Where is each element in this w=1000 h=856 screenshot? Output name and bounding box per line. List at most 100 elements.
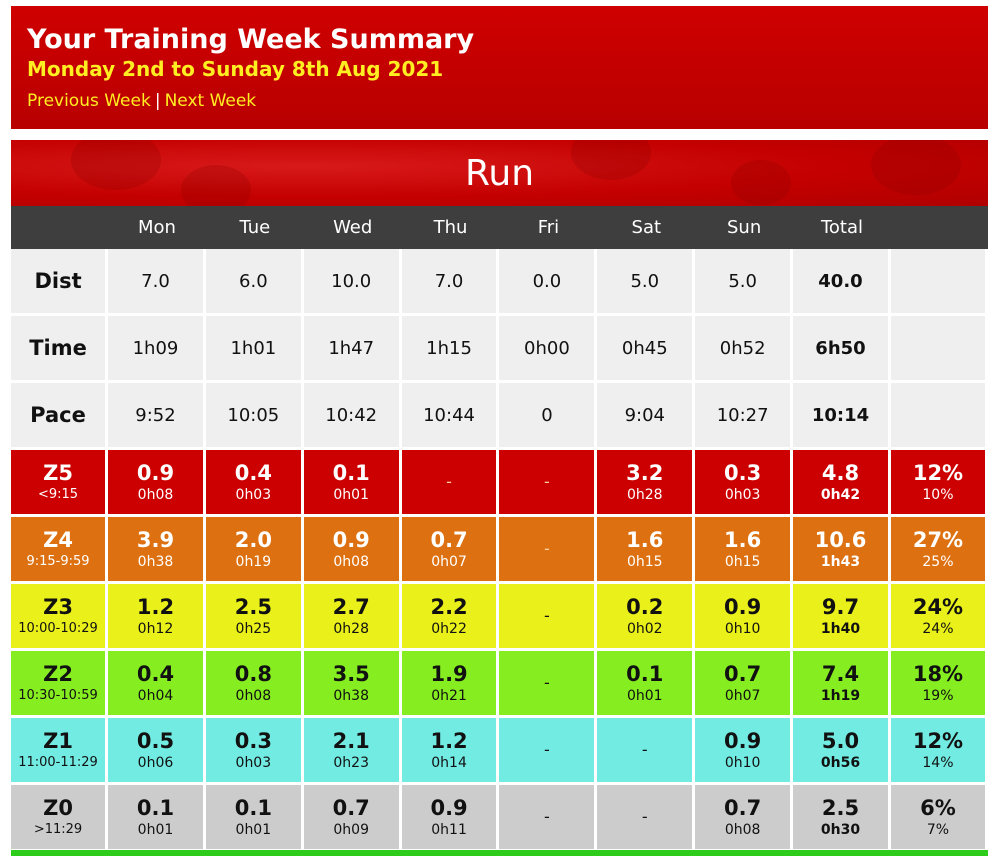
zone-distance: 0.8 bbox=[234, 661, 272, 686]
zone-distance: 0.4 bbox=[136, 661, 175, 686]
value-cell: 5.0 bbox=[597, 249, 696, 316]
training-table-container: Mon Tue Wed Thu Fri Sat Sun Total Dist 7.… bbox=[11, 206, 988, 852]
zone-day-cell: 0.7 0h07 bbox=[695, 651, 794, 718]
zone-day-cell: 1.6 0h15 bbox=[695, 517, 794, 584]
empty-value-dash: - bbox=[641, 806, 648, 826]
empty-cell bbox=[890, 316, 988, 383]
value-cell: 7.0 bbox=[108, 249, 206, 316]
zone-row: Z0 >11:29 0.1 0h01 0.1 0h01 0.7 0h09 0.9 0h11 - - 0.… bbox=[11, 785, 988, 852]
zone-distance: 1.6 bbox=[626, 527, 664, 552]
zone-pace-range: >11:29 bbox=[33, 821, 83, 837]
zone-row: Z5 <9:15 0.9 0h08 0.4 0h03 0.1 0h01 - - 3.2 0h28 0.3… bbox=[11, 450, 988, 517]
zone-time: 0h03 bbox=[235, 755, 272, 772]
zone-pace-range: 10:00-10:29 bbox=[18, 620, 98, 636]
zone-total-distance: 10.6 bbox=[814, 527, 867, 552]
next-week-link[interactable]: Next Week bbox=[164, 91, 257, 111]
column-header-mon: Mon bbox=[108, 206, 206, 249]
column-header-sun: Sun bbox=[695, 206, 794, 249]
zone-distance: 0.7 bbox=[724, 661, 762, 686]
zone-time: 0h10 bbox=[724, 621, 761, 638]
zone-label: Z2 10:30-10:59 bbox=[11, 651, 109, 718]
zone-time-percent: 14% bbox=[922, 755, 954, 772]
zone-time: 0h09 bbox=[333, 822, 369, 839]
zone-day-cell: 3.5 0h38 bbox=[303, 651, 402, 718]
zone-distance-percent: 24% bbox=[912, 594, 964, 619]
zone-total-distance: 9.7 bbox=[821, 594, 860, 619]
zone-distance: 0.9 bbox=[136, 460, 175, 485]
table-row: Pace 9:52 10:05 10:42 10:44 0 9:04 10:27 10:14 bbox=[11, 383, 988, 450]
value-cell: 10:05 bbox=[205, 383, 304, 450]
zone-time-percent: 19% bbox=[922, 688, 954, 705]
zone-day-cell: - bbox=[499, 584, 598, 651]
zone-time: 0h07 bbox=[431, 554, 467, 571]
column-header-total: Total bbox=[793, 206, 891, 249]
zone-name: Z3 bbox=[43, 595, 73, 620]
zone-name: Z5 bbox=[43, 461, 73, 486]
zone-day-cell: 0.1 0h01 bbox=[205, 785, 304, 852]
zone-day-cell: 0.3 0h03 bbox=[695, 450, 794, 517]
zone-distance: 0.1 bbox=[234, 795, 272, 820]
zone-day-cell: 0.4 0h04 bbox=[108, 651, 206, 718]
zone-pace-range: 11:00-11:29 bbox=[18, 754, 98, 770]
zone-distance: 0.1 bbox=[332, 460, 370, 485]
header-empty-cell bbox=[11, 206, 109, 249]
zone-time-percent: 7% bbox=[926, 822, 950, 839]
zone-time: 0h23 bbox=[333, 755, 369, 772]
zone-pace-range: <9:15 bbox=[37, 486, 79, 502]
empty-value-dash: - bbox=[544, 806, 550, 826]
zone-distance: 0.2 bbox=[626, 594, 664, 619]
zone-day-cell: 1.2 0h12 bbox=[108, 584, 206, 651]
total-cell: 6h50 bbox=[793, 316, 891, 383]
zone-label: Z1 11:00-11:29 bbox=[11, 718, 109, 785]
zone-day-cell: 1.2 0h14 bbox=[401, 718, 500, 785]
previous-week-link[interactable]: Previous Week bbox=[27, 91, 151, 111]
empty-value-dash: - bbox=[544, 739, 550, 759]
zone-percent-cell: 18% 19% bbox=[890, 651, 988, 718]
row-label: Pace bbox=[11, 383, 109, 450]
value-cell: 9:52 bbox=[108, 383, 206, 450]
basic-stats-body: Dist 7.0 6.0 10.0 7.0 0.0 5.0 5.0 40.0 Time 1h09 1h… bbox=[11, 249, 988, 450]
zone-name: Z1 bbox=[43, 729, 73, 754]
value-cell: 0h45 bbox=[597, 316, 696, 383]
zone-total-cell: 2.5 0h30 bbox=[793, 785, 891, 852]
zone-total-cell: 7.4 1h19 bbox=[793, 651, 891, 718]
zone-distance-percent: 18% bbox=[912, 661, 964, 686]
zone-day-cell: 0.2 0h02 bbox=[597, 584, 696, 651]
zone-distance: 0.1 bbox=[626, 661, 664, 686]
zone-distance-percent: 27% bbox=[912, 527, 964, 552]
zone-row: Z1 11:00-11:29 0.5 0h06 0.3 0h03 2.1 0h23 1.2 0h1… bbox=[11, 718, 988, 785]
zone-day-cell: - bbox=[499, 718, 598, 785]
zone-total-cell: 4.8 0h42 bbox=[793, 450, 891, 517]
zone-day-cell: 0.9 0h11 bbox=[401, 785, 500, 852]
week-summary-header: Your Training Week Summary Monday 2nd to… bbox=[11, 6, 988, 129]
zone-distance: 2.0 bbox=[234, 527, 272, 552]
empty-cell bbox=[890, 249, 988, 316]
zone-time: 0h28 bbox=[626, 487, 663, 504]
value-cell: 10:27 bbox=[695, 383, 794, 450]
week-navigation: Previous Week | Next Week bbox=[27, 91, 988, 111]
zone-percent-cell: 6% 7% bbox=[890, 785, 988, 852]
section-title: Run bbox=[464, 153, 535, 194]
zone-time: 0h02 bbox=[626, 621, 663, 638]
zone-day-cell: 0.1 0h01 bbox=[108, 785, 206, 852]
zone-total-time: 0h56 bbox=[820, 755, 861, 772]
empty-value-dash: - bbox=[544, 538, 550, 558]
zone-time: 0h22 bbox=[431, 621, 467, 638]
zone-time: 0h08 bbox=[235, 688, 272, 705]
zone-total-distance: 4.8 bbox=[821, 460, 860, 485]
zone-time: 0h04 bbox=[137, 688, 174, 705]
zone-distance: 1.6 bbox=[724, 527, 762, 552]
run-section-banner: Run bbox=[11, 140, 988, 206]
zone-time: 0h38 bbox=[333, 688, 369, 705]
zone-distance-percent: 6% bbox=[920, 795, 956, 820]
zone-time-percent: 24% bbox=[922, 621, 954, 638]
value-cell: 5.0 bbox=[695, 249, 794, 316]
zone-distance: 3.9 bbox=[136, 527, 175, 552]
zone-time-percent: 10% bbox=[922, 487, 954, 504]
total-cell: 10:14 bbox=[793, 383, 891, 450]
zone-distance: 0.3 bbox=[234, 728, 272, 753]
zone-distance: 2.2 bbox=[430, 594, 468, 619]
zone-label: Z0 >11:29 bbox=[11, 785, 109, 852]
value-cell: 10.0 bbox=[303, 249, 402, 316]
zone-distance: 0.9 bbox=[332, 527, 370, 552]
